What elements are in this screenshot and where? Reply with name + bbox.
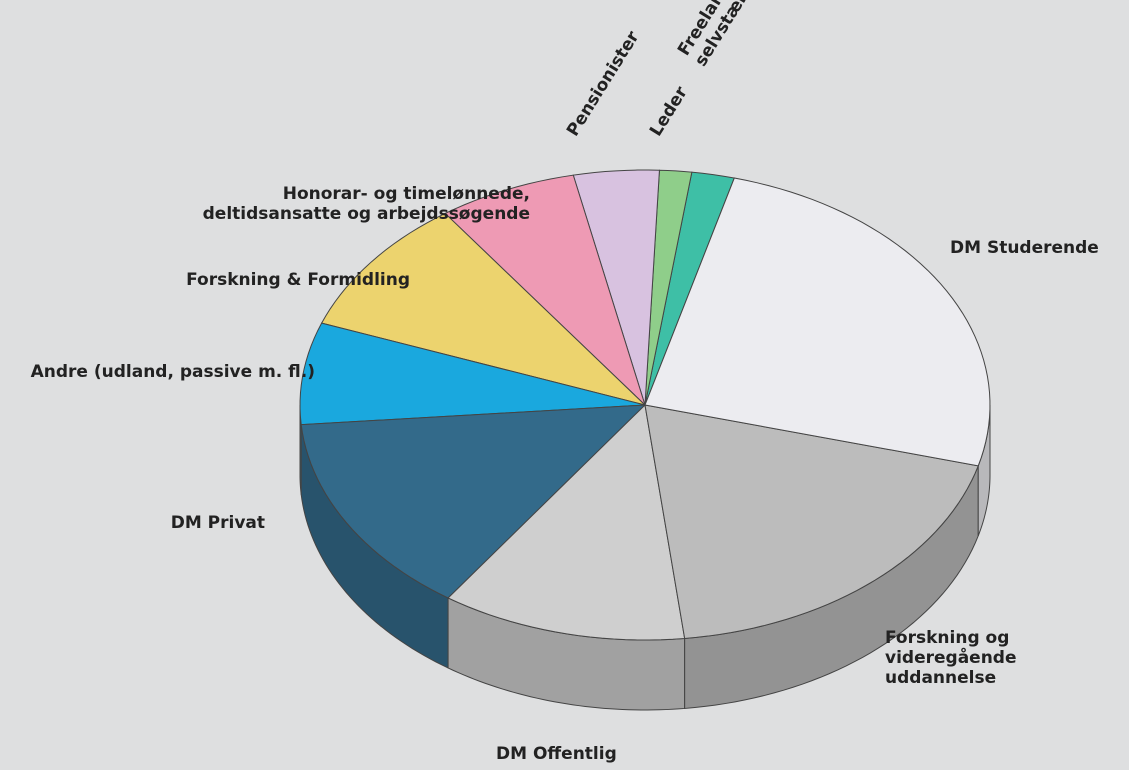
slice-label: DM Studerende <box>950 238 1099 258</box>
slice-label: DM Privat <box>171 513 265 533</box>
slice-label: Forskning og videregående uddannelse <box>885 628 1017 688</box>
slice-label: Andre (udland, passive m. fl.) <box>31 362 315 382</box>
slice-label: Forskning & Formidling <box>186 270 410 290</box>
slice-label: Honorar- og timelønnede, deltidsansatte … <box>203 184 530 224</box>
slice-label: DM Offentlig <box>496 744 617 764</box>
chart: Freelancere og selvstændigeLederPensioni… <box>0 0 1129 770</box>
